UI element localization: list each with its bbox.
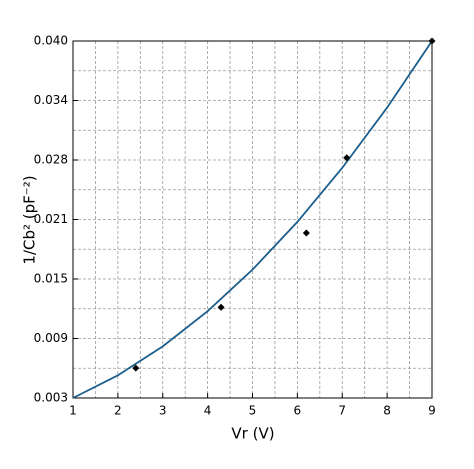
y-tick-label: 0.040 bbox=[34, 34, 68, 48]
x-tick-label: 1 bbox=[69, 404, 77, 418]
y-axis-label: 1/Cb² (pF⁻²) bbox=[21, 175, 39, 264]
data-point bbox=[343, 154, 351, 162]
data-point bbox=[217, 303, 225, 311]
fit-line bbox=[72, 40, 433, 399]
y-tick-label: 0.021 bbox=[34, 212, 68, 226]
x-tick-label: 4 bbox=[204, 404, 212, 418]
x-tick-label: 7 bbox=[338, 404, 346, 418]
y-tick-label: 0.015 bbox=[34, 272, 68, 286]
x-tick-label: 2 bbox=[114, 404, 122, 418]
x-tick-label: 9 bbox=[428, 404, 436, 418]
x-tick-label: 3 bbox=[159, 404, 167, 418]
plot-frame bbox=[72, 40, 433, 399]
y-tick-label: 0.034 bbox=[34, 93, 68, 107]
x-tick-label: 6 bbox=[294, 404, 302, 418]
y-tick-label: 0.003 bbox=[34, 391, 68, 405]
y-tick-label: 0.009 bbox=[34, 331, 68, 345]
data-point bbox=[428, 37, 436, 45]
x-tick-label: 8 bbox=[383, 404, 391, 418]
y-tick-label: 0.028 bbox=[34, 152, 68, 166]
data-point bbox=[302, 229, 310, 237]
data-point bbox=[132, 364, 140, 372]
x-tick-label: 5 bbox=[249, 404, 257, 418]
x-axis-label: Vr (V) bbox=[231, 425, 274, 443]
